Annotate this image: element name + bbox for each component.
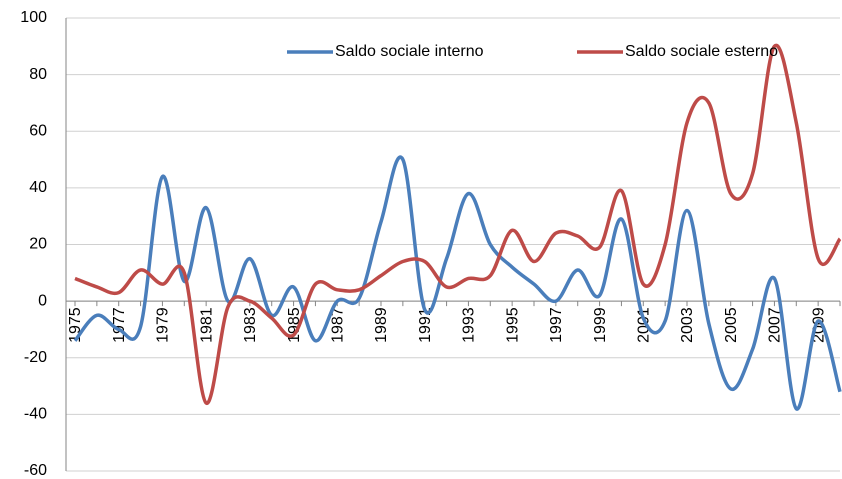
x-tick-label: 1985 [286, 307, 303, 343]
line [74, 43, 842, 405]
y-tick-label: 100 [20, 9, 47, 26]
x-tick-label: 1981 [198, 307, 215, 343]
x-tick-label: 1993 [461, 307, 478, 343]
x-tick-label: 2007 [767, 307, 784, 343]
y-tick-label: 60 [29, 122, 47, 139]
x-tick-label: 1995 [504, 307, 521, 343]
y-tick-label: 0 [38, 292, 47, 309]
line [73, 155, 842, 411]
y-tick-label: -20 [24, 349, 47, 366]
x-tick-label: 1989 [373, 307, 390, 343]
x-tick-label: 1991 [417, 307, 434, 343]
x-tick-label: 2003 [679, 307, 696, 343]
legend-label: Saldo sociale interno [335, 43, 484, 60]
x-tick-label: 1997 [548, 307, 565, 343]
x-tick-label: 1979 [155, 307, 172, 343]
y-tick-label: 20 [29, 236, 47, 253]
y-tick-label: -60 [24, 462, 47, 479]
x-tick-label: 2005 [723, 307, 740, 343]
x-tick-label: 1987 [330, 307, 347, 343]
legend-label: Saldo sociale esterno [625, 43, 778, 60]
x-tick-label: 2001 [636, 307, 653, 343]
y-tick-label: -40 [24, 406, 47, 423]
x-tick-label: 1999 [592, 307, 609, 343]
y-tick-label: 40 [29, 179, 47, 196]
y-tick-label: 80 [29, 66, 47, 83]
x-tick-label: 1983 [242, 307, 259, 343]
